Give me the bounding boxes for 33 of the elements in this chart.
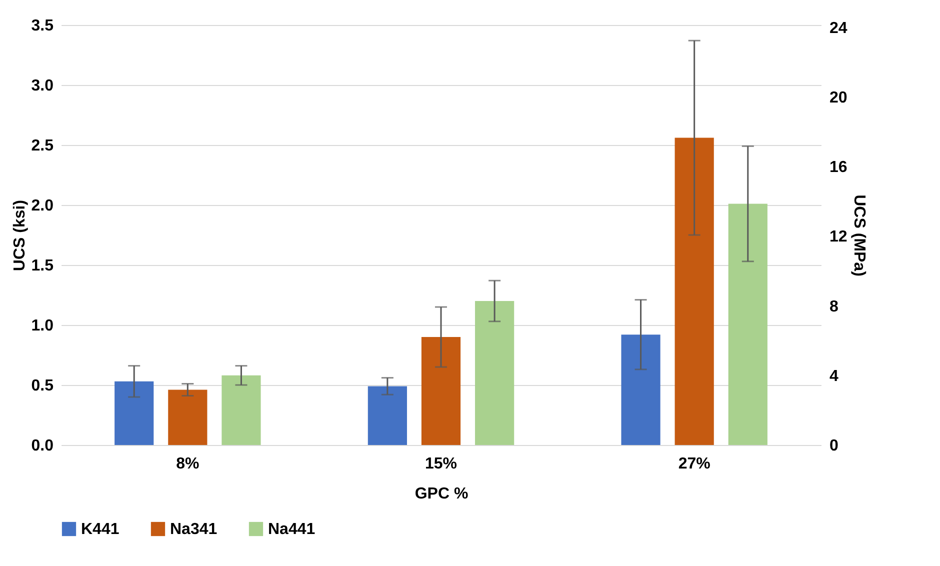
bar	[421, 337, 461, 445]
y-tick-label: 2.0	[31, 198, 54, 214]
y2-tick-label: 0	[830, 438, 838, 454]
x-tick-label: 15%	[424, 456, 458, 472]
y2-tick-label: 20	[830, 89, 848, 106]
y2-tick-label: 12	[830, 228, 848, 246]
y2-tick-label: 8	[830, 298, 838, 316]
bar	[728, 204, 768, 445]
x-axis-title: GPC %	[414, 486, 468, 502]
bar	[368, 386, 407, 445]
y-tick-label: 3.5	[31, 18, 54, 34]
bar	[621, 334, 660, 445]
legend-label: Na441	[268, 521, 316, 538]
y2-tick-label: 4	[830, 368, 838, 385]
y2-axis-title: UCS (MPa)	[850, 194, 868, 276]
y-tick-label: 1.5	[31, 258, 54, 274]
y2-tick-label: 24	[830, 20, 848, 37]
legend-label: K441	[81, 521, 120, 538]
y-tick-label: 0.0	[31, 438, 54, 454]
bar	[168, 390, 208, 445]
y-tick-label: 3.0	[31, 78, 54, 94]
y2-tick-label: 16	[830, 159, 848, 176]
legend-label: Na341	[170, 521, 218, 538]
bar	[114, 381, 154, 445]
y-tick-label: 0.5	[31, 378, 54, 394]
y-tick-label: 1.0	[31, 318, 54, 334]
bar	[222, 375, 261, 445]
bar	[674, 138, 714, 445]
x-tick-label: 27%	[678, 456, 710, 472]
bar	[475, 301, 514, 445]
x-tick-label: 8%	[176, 456, 200, 472]
y-axis-title: UCS (ksi)	[11, 200, 28, 272]
y-tick-label: 2.5	[31, 138, 54, 154]
